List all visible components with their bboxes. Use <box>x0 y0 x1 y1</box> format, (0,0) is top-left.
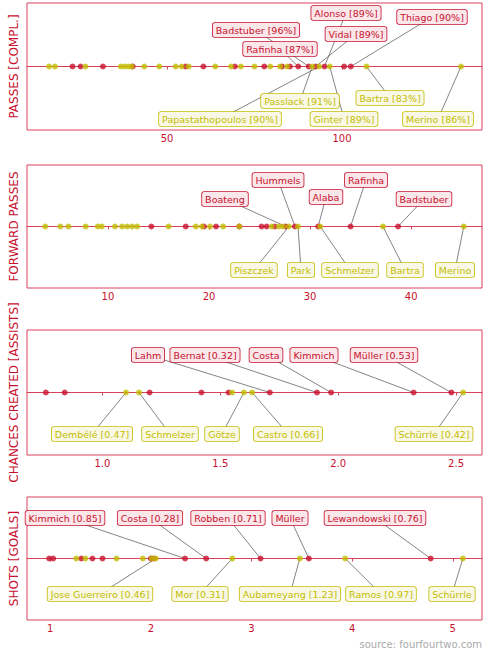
svg-text:Ramos [0.97]: Ramos [0.97] <box>349 589 413 600</box>
svg-text:30: 30 <box>304 291 317 302</box>
svg-text:Costa: Costa <box>253 350 280 361</box>
svg-text:FORWARD PASSES: FORWARD PASSES <box>7 171 21 281</box>
svg-text:2.0: 2.0 <box>330 458 346 469</box>
svg-text:Alonso [89%]: Alonso [89%] <box>314 8 377 19</box>
svg-text:Lahm: Lahm <box>135 350 161 361</box>
svg-text:100: 100 <box>332 133 351 144</box>
svg-text:Badstuber: Badstuber <box>400 194 449 205</box>
svg-text:Mor [0.31]: Mor [0.31] <box>175 589 225 600</box>
svg-text:Piszczek: Piszczek <box>234 265 274 276</box>
svg-text:Aubameyang [1.23]: Aubameyang [1.23] <box>243 589 338 600</box>
svg-text:Bartra: Bartra <box>390 265 420 276</box>
svg-text:Schmelzer: Schmelzer <box>145 429 195 440</box>
svg-text:10: 10 <box>102 291 115 302</box>
svg-text:Bernat [0.32]: Bernat [0.32] <box>173 350 236 361</box>
svg-text:CHANCES CREATED [ASSISTS]: CHANCES CREATED [ASSISTS] <box>7 302 21 482</box>
svg-text:5: 5 <box>450 623 456 634</box>
svg-text:Costa [0.28]: Costa [0.28] <box>121 513 180 524</box>
svg-text:Hummels: Hummels <box>255 175 300 186</box>
svg-text:Schürrle: Schürrle <box>432 589 472 600</box>
svg-text:Thiago [90%]: Thiago [90%] <box>399 12 464 23</box>
svg-text:Badstuber [96%]: Badstuber [96%] <box>216 25 296 36</box>
svg-text:50: 50 <box>161 133 174 144</box>
svg-text:Boateng: Boateng <box>205 194 245 205</box>
svg-text:Papastathopoulos [90%]: Papastathopoulos [90%] <box>162 114 278 125</box>
svg-text:source: fourfourtwo.com: source: fourfourtwo.com <box>359 639 482 650</box>
svg-text:Lewandowski [0.76]: Lewandowski [0.76] <box>328 513 423 524</box>
svg-text:1.0: 1.0 <box>94 458 110 469</box>
svg-text:Vidal [89%]: Vidal [89%] <box>329 29 384 40</box>
svg-text:Park: Park <box>291 265 312 276</box>
svg-text:1: 1 <box>47 623 53 634</box>
svg-text:Robben [0.71]: Robben [0.71] <box>194 513 262 524</box>
svg-text:20: 20 <box>203 291 216 302</box>
svg-text:Müller: Müller <box>275 513 304 524</box>
svg-text:Merino: Merino <box>439 265 472 276</box>
svg-text:Rafinha [87%]: Rafinha [87%] <box>246 44 314 55</box>
svg-text:SHOTS [GOALS]: SHOTS [GOALS] <box>7 511 21 606</box>
svg-text:Merino [86%]: Merino [86%] <box>406 114 470 125</box>
svg-text:Kimmich: Kimmich <box>293 350 334 361</box>
svg-text:Müller [0.53]: Müller [0.53] <box>354 350 415 361</box>
svg-text:Passlack [91%]: Passlack [91%] <box>264 96 336 107</box>
svg-text:Götze: Götze <box>208 429 236 440</box>
svg-text:Rafinha: Rafinha <box>348 175 384 186</box>
svg-text:Alaba: Alaba <box>313 192 340 203</box>
svg-text:4: 4 <box>349 623 355 634</box>
svg-text:Castro [0.66]: Castro [0.66] <box>257 429 319 440</box>
svg-text:Bartra [83%]: Bartra [83%] <box>359 93 420 104</box>
svg-text:Kimmich [0.85]: Kimmich [0.85] <box>29 513 102 524</box>
svg-text:3: 3 <box>248 623 254 634</box>
svg-text:Dembélé [0.47]: Dembélé [0.47] <box>55 429 129 440</box>
svg-text:40: 40 <box>405 291 418 302</box>
svg-text:Jose Guerreiro [0.46]: Jose Guerreiro [0.46] <box>50 589 150 600</box>
svg-text:1.5: 1.5 <box>212 458 228 469</box>
svg-text:PASSES [COMPL.]: PASSES [COMPL.] <box>7 14 21 118</box>
svg-text:Schmelzer: Schmelzer <box>325 265 375 276</box>
svg-text:Ginter [89%]: Ginter [89%] <box>313 114 374 125</box>
svg-text:Schürrle [0.42]: Schürrle [0.42] <box>398 429 469 440</box>
svg-text:2.5: 2.5 <box>448 458 464 469</box>
svg-text:2: 2 <box>148 623 154 634</box>
